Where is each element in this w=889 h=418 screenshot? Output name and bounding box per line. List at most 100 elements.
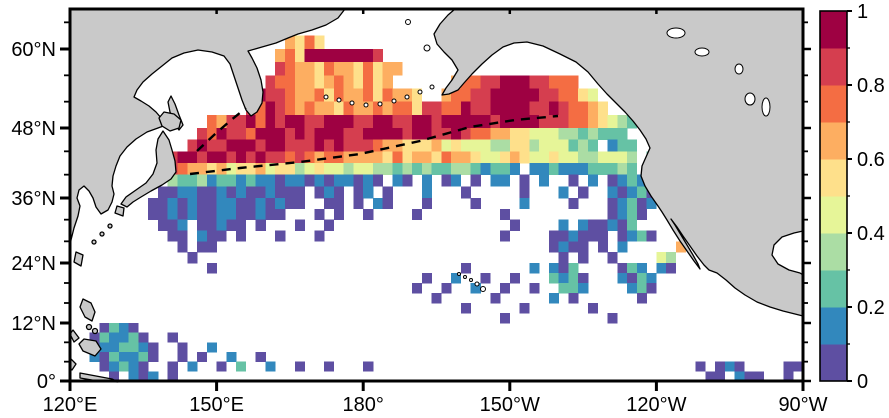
heatmap-cell (343, 163, 354, 175)
heatmap-cell (275, 174, 286, 187)
heatmap-cell (636, 273, 647, 284)
heatmap-cell (382, 139, 393, 152)
heatmap-cell (480, 88, 491, 102)
heatmap-cell (392, 128, 403, 140)
heatmap-cell (285, 198, 296, 210)
heatmap-cell (255, 163, 266, 175)
land-hokkaido (158, 111, 182, 132)
heatmap-cell (255, 208, 266, 220)
heatmap-cell (460, 75, 472, 89)
heatmap-cell (490, 293, 501, 304)
heatmap-cell (353, 62, 364, 76)
heatmap-cell (255, 128, 266, 140)
heatmap-cell (519, 75, 530, 89)
heatmap-cell (314, 62, 325, 76)
heatmap-cell (285, 139, 296, 152)
heatmap-cell (236, 198, 247, 210)
heatmap-cell (519, 139, 530, 152)
heatmap-cell (402, 101, 413, 116)
heatmap-cell (617, 273, 628, 284)
heatmap-cell (157, 208, 169, 220)
colorbar-tick-label: 0.4 (857, 223, 885, 245)
heatmap-cell (187, 186, 198, 199)
heatmap-cell (109, 371, 120, 382)
heatmap-cell (617, 151, 628, 164)
x-tick-label: 180° (343, 394, 384, 416)
heatmap-cell (627, 230, 638, 242)
heatmap-cell (627, 139, 638, 152)
colorbar: 0 0.2 0.4 0.6 0.8 1 (819, 1, 885, 393)
heatmap-cell (265, 88, 276, 102)
heatmap-cell (294, 151, 305, 164)
heatmap-cell (460, 139, 472, 152)
heatmap-cell (529, 263, 540, 274)
heatmap-cell (148, 342, 159, 353)
heatmap-cell (617, 230, 628, 242)
colorbar-tick-label: 0.8 (857, 75, 885, 97)
heatmap-cell (578, 114, 589, 129)
heatmap-cell (558, 252, 569, 264)
axes-layer: 120°E 150°E 180° 150°W 120°W 90°W 0° 12°N 24°N 36… (11, 7, 828, 416)
heatmap-cell (99, 361, 110, 372)
heatmap-cell (177, 342, 188, 353)
heatmap-cell (314, 101, 325, 116)
heatmap-cell (490, 139, 501, 152)
heatmap-cell (363, 139, 374, 152)
heatmap-cell (236, 186, 247, 199)
heatmap-cell (597, 151, 608, 164)
heatmap-cell (187, 361, 198, 372)
heatmap-cell (509, 101, 520, 116)
heatmap-cell (226, 128, 237, 140)
hawaii-island (457, 272, 461, 276)
heatmap-cell (500, 128, 511, 140)
heatmap-cell (89, 352, 100, 362)
heatmap-cell (333, 174, 344, 187)
heatmap-cell (587, 219, 599, 231)
heatmap-cell (666, 252, 677, 264)
heatmap-cell (372, 49, 384, 63)
heatmap-cell (568, 151, 579, 164)
heatmap-cell (558, 88, 569, 102)
heatmap-cell (412, 163, 423, 175)
heatmap-cell (372, 198, 384, 210)
heatmap-cell (587, 128, 599, 140)
heatmap-cell (617, 198, 628, 210)
heatmap-cell (451, 174, 462, 187)
heatmap-cell (197, 186, 208, 199)
heatmap-cell (206, 198, 217, 210)
heatmap-cell (529, 128, 540, 140)
heatmap-cell (343, 114, 354, 129)
land-asia-siberia (69, 8, 346, 251)
heatmap-cell (333, 139, 344, 152)
heatmap-cell (715, 361, 726, 372)
heatmap-cell (548, 128, 559, 140)
heatmap-cell (578, 151, 589, 164)
colorbar-segment (820, 270, 847, 308)
heatmap-cell (236, 114, 247, 129)
heatmap-cell (470, 128, 481, 140)
heatmap-cell (304, 128, 315, 140)
heatmap-cell (490, 163, 501, 175)
heatmap-cell (568, 293, 579, 304)
heatmap-cell (607, 219, 618, 231)
heatmap-cell (226, 186, 237, 199)
heatmap-cell (656, 263, 667, 274)
colorbar-segment (820, 233, 847, 271)
heatmap-cell (324, 151, 335, 164)
heatmap-cell (539, 75, 550, 89)
colorbar-tick-label: 0.2 (857, 297, 885, 319)
heatmap-cell (412, 114, 423, 129)
heatmap-cell (372, 151, 384, 164)
heatmap-cell (597, 241, 608, 253)
x-tick-label: 120°W (626, 394, 686, 416)
heatmap-cell (451, 163, 462, 175)
ryukyu-island (99, 231, 105, 237)
heatmap-cell (646, 230, 657, 242)
heatmap-cell (324, 88, 335, 102)
heatmap-cell (607, 198, 618, 210)
heatmap-cell (236, 219, 247, 231)
heatmap-cell (343, 88, 354, 102)
heatmap-cell (627, 174, 638, 187)
heatmap-cell (265, 186, 276, 199)
heatmap-cell (157, 186, 169, 199)
